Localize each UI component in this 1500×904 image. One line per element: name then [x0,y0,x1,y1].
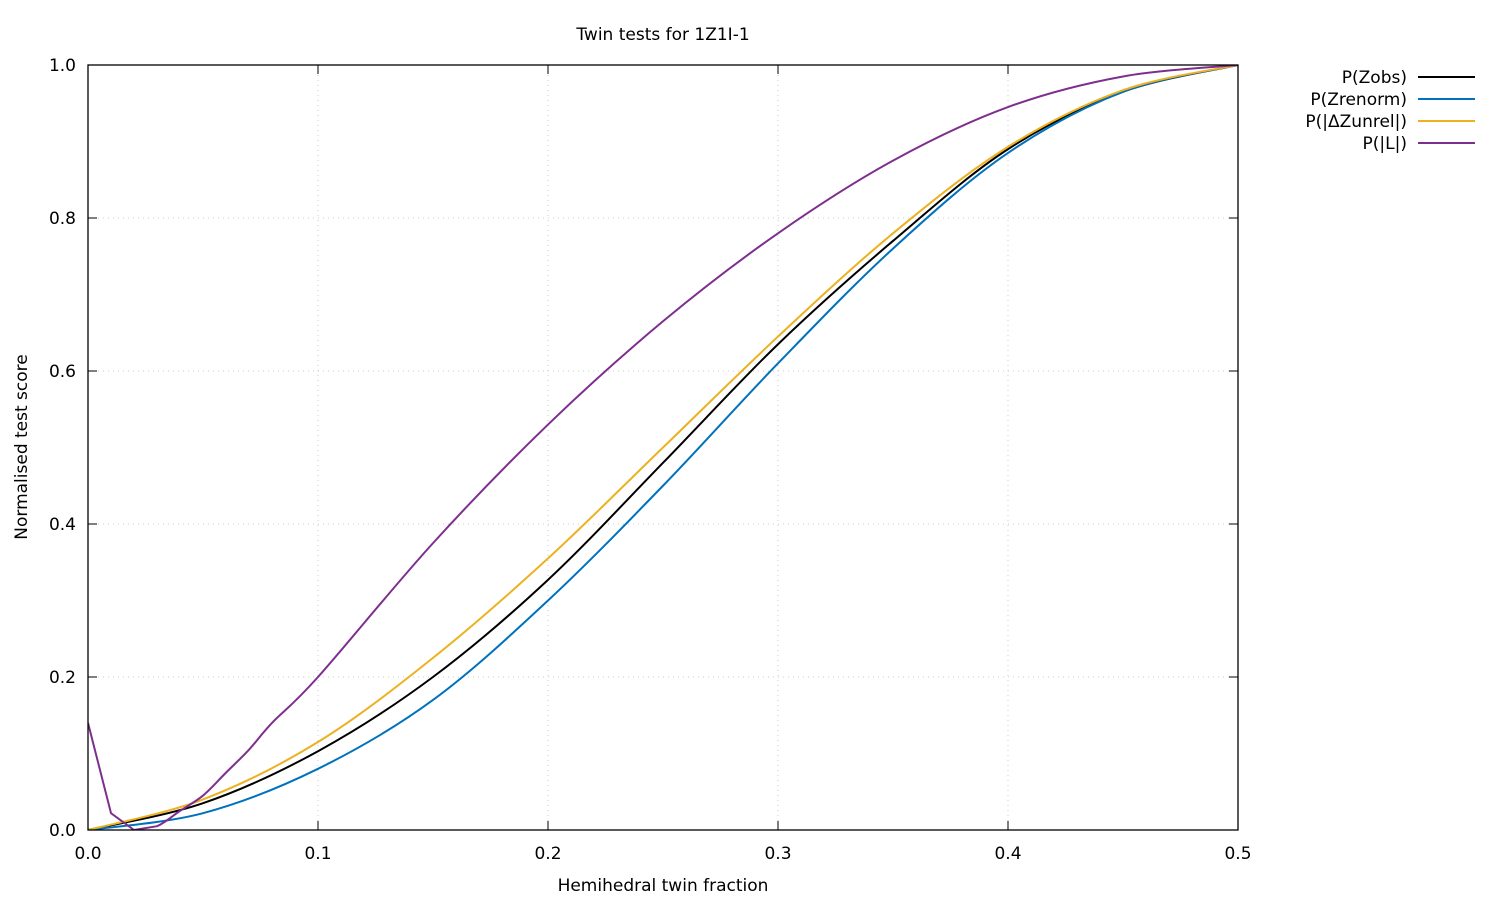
y-tick-label: 1.0 [49,56,76,76]
x-tick-label: 0.5 [1224,844,1251,864]
legend-label: P(|ΔZunrel|) [1305,112,1407,132]
legend-label: P(Zrenorm) [1310,90,1407,110]
x-tick-label: 0.0 [74,844,101,864]
grid [88,65,1238,830]
y-tick-label: 0.8 [49,209,76,229]
y-tick-label: 0.2 [49,668,76,688]
x-tick-label: 0.4 [994,844,1021,864]
legend-label: P(Zobs) [1342,68,1407,88]
x-tick-label: 0.3 [764,844,791,864]
chart-title: Twin tests for 1Z1I-1 [575,25,749,45]
legend-label: P(|L|) [1363,134,1407,154]
y-tick-label: 0.4 [49,515,76,535]
y-axis-label: Normalised test score [12,354,32,539]
series-group [88,65,1238,830]
y-tick-label: 0.6 [49,362,76,382]
x-axis-label: Hemihedral twin fraction [558,876,769,896]
series-line-2 [88,65,1238,830]
x-tick-label: 0.1 [304,844,331,864]
series-line-0 [88,65,1238,830]
legend: P(Zobs)P(Zrenorm)P(|ΔZunrel|)P(|L|) [1305,68,1475,154]
plot-frame [87,64,1239,831]
x-tick-label: 0.2 [534,844,561,864]
series-line-3 [88,65,1238,830]
axis-ticks: 0.0 0.1 0.2 0.3 0.4 0.5 0.0 0.2 0.4 0.6 0.8 1.0 [49,56,1252,864]
y-tick-label: 0.0 [49,821,76,841]
series-line-1 [88,65,1238,830]
